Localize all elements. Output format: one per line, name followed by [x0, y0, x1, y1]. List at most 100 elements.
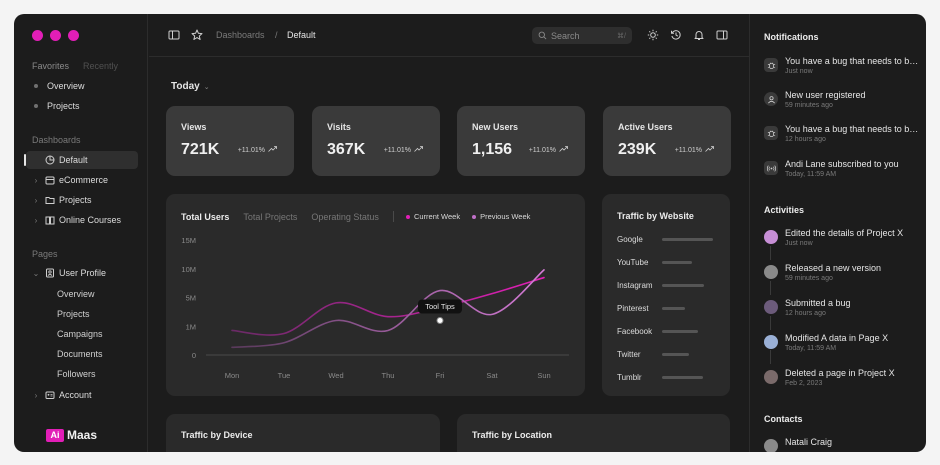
chart-tab-total-projects[interactable]: Total Projects	[243, 211, 298, 222]
sidebar-subitem-campaigns[interactable]: Campaigns	[57, 329, 103, 339]
activity-time: Today, 11:59 AM	[785, 345, 837, 352]
book-icon	[44, 215, 55, 226]
tab-recently[interactable]: Recently	[83, 61, 119, 71]
avatar	[764, 439, 778, 452]
right-panel-toggle-icon[interactable]	[716, 29, 728, 41]
sidebar-item-account[interactable]: › Account	[26, 386, 138, 404]
trend-up-icon	[705, 146, 714, 154]
sidebar-item-label: Projects	[59, 195, 92, 205]
stat-value: 367K	[327, 141, 366, 158]
site-name: Google	[617, 234, 643, 244]
chart-tab-operating-status[interactable]: Operating Status	[311, 211, 379, 222]
site-traffic-bar	[662, 306, 685, 310]
topbar: Dashboards / Default ⌘/	[149, 14, 749, 57]
sidebar-subitem-overview[interactable]: Overview	[57, 289, 95, 299]
legend-label: Current Week	[413, 212, 461, 221]
site-traffic-bar	[662, 329, 698, 333]
sidebar-item-ecommerce[interactable]: › eCommerce	[26, 171, 138, 189]
sidebar-item-label: Online Courses	[59, 215, 122, 225]
section-label-pages: Pages	[32, 249, 58, 259]
activity-time: Feb 2, 2023	[785, 380, 823, 387]
tab-favorites[interactable]: Favorites	[32, 61, 70, 71]
chevron-down-icon: ⌄	[203, 83, 210, 91]
window-minimize-button[interactable]	[50, 30, 61, 41]
chart-tabs: Total Users Total Projects Operating Sta…	[181, 211, 542, 222]
sidebar-item-label: User Profile	[59, 268, 107, 278]
star-icon[interactable]	[191, 29, 203, 41]
chart-tab-total-users[interactable]: Total Users	[181, 211, 230, 222]
stat-value: 239K	[618, 141, 657, 158]
window-close-button[interactable]	[32, 30, 43, 41]
tooltip-point[interactable]	[436, 317, 444, 324]
search-input[interactable]	[551, 30, 611, 41]
site-traffic-bar	[662, 283, 704, 287]
sidebar-item-online-courses[interactable]: › Online Courses	[26, 211, 138, 229]
x-tick-label: Sat	[486, 371, 498, 380]
sidebar-item-label: eCommerce	[59, 175, 109, 185]
notification-text: New user registered	[785, 90, 866, 100]
search-shortcut: ⌘/	[617, 32, 626, 40]
timeline-connector	[770, 316, 771, 330]
legend-label: Previous Week	[480, 212, 531, 221]
bullet-icon	[34, 84, 38, 88]
breadcrumb-dashboards[interactable]: Dashboards	[216, 30, 265, 40]
traffic-by-device-panel: Traffic by Device	[166, 414, 440, 452]
bug-icon	[764, 58, 778, 72]
stat-value: 1,156	[472, 141, 513, 158]
stat-label: Visits	[327, 122, 351, 132]
main-content: Today ⌄ Views 721K +11.01% Visits 367K +…	[149, 58, 749, 452]
window-maximize-button[interactable]	[68, 30, 79, 41]
sidebar-item-label: Account	[59, 390, 92, 400]
legend-current-week: Current Week	[405, 212, 461, 221]
sidebar-subitem-followers[interactable]: Followers	[57, 369, 96, 379]
sidebar-subitem-projects[interactable]: Projects	[57, 309, 90, 319]
site-traffic-bar	[662, 260, 692, 264]
period-selector[interactable]: Today ⌄	[171, 81, 210, 92]
sidebar-toggle-icon[interactable]	[168, 29, 180, 41]
sidebar-item-label: Overview	[47, 81, 85, 91]
notification-text: You have a bug that needs to be fixed	[785, 56, 919, 66]
stat-delta: +11.01%	[675, 146, 714, 154]
trend-up-icon	[268, 146, 277, 154]
sidebar-item-user-profile[interactable]: ⌄ User Profile	[26, 264, 138, 282]
notification-text: Andi Lane subscribed to you	[785, 159, 899, 169]
legend-dot	[472, 214, 477, 219]
breadcrumb-current: Default	[287, 30, 316, 40]
tooltip-text: Tool Tips	[425, 302, 455, 311]
logo-mark: Ai	[46, 428, 64, 442]
x-tick-label: Wed	[328, 371, 343, 380]
series-line-current-week	[231, 276, 545, 336]
sidebar: Favorites Recently Overview Projects Das…	[14, 14, 148, 452]
search-box[interactable]: ⌘/	[532, 27, 632, 44]
chevron-right-icon: ›	[34, 195, 38, 205]
sidebar-subitem-documents[interactable]: Documents	[57, 349, 103, 359]
x-tick-label: Fri	[436, 371, 445, 380]
chevron-right-icon: ›	[34, 390, 38, 400]
contact-name: Natali Craig	[785, 437, 833, 447]
sidebar-item-projects-dashboard[interactable]: › Projects	[26, 191, 138, 209]
y-tick-label: 0	[192, 351, 196, 360]
traffic-site-row: Tumblr	[617, 372, 717, 382]
notification-text: You have a bug that needs to be fixed	[785, 124, 919, 134]
bell-icon[interactable]	[693, 29, 705, 41]
shopping-bag-icon	[44, 175, 55, 186]
traffic-site-row: Google	[617, 234, 717, 244]
sidebar-item-default[interactable]: Default	[24, 151, 138, 169]
avatar	[764, 370, 778, 384]
app-window: Favorites Recently Overview Projects Das…	[14, 14, 926, 452]
timeline-connector	[770, 246, 771, 260]
sidebar-item-overview[interactable]: Overview	[26, 77, 138, 95]
stat-delta: +11.01%	[238, 146, 277, 154]
chevron-down-icon: ⌄	[32, 268, 40, 278]
x-tick-label: Mon	[225, 371, 240, 380]
sun-icon[interactable]	[647, 29, 659, 41]
tooltip-box	[418, 299, 462, 314]
history-icon[interactable]	[670, 29, 682, 41]
traffic-site-row: Instagram	[617, 280, 717, 290]
window-controls	[32, 30, 79, 41]
sidebar-item-projects[interactable]: Projects	[26, 97, 138, 115]
stat-delta: +11.01%	[384, 146, 423, 154]
contacts-title: Contacts	[764, 414, 803, 424]
panel-title: Traffic by Location	[472, 430, 553, 440]
logo-text: Maas	[67, 428, 98, 442]
